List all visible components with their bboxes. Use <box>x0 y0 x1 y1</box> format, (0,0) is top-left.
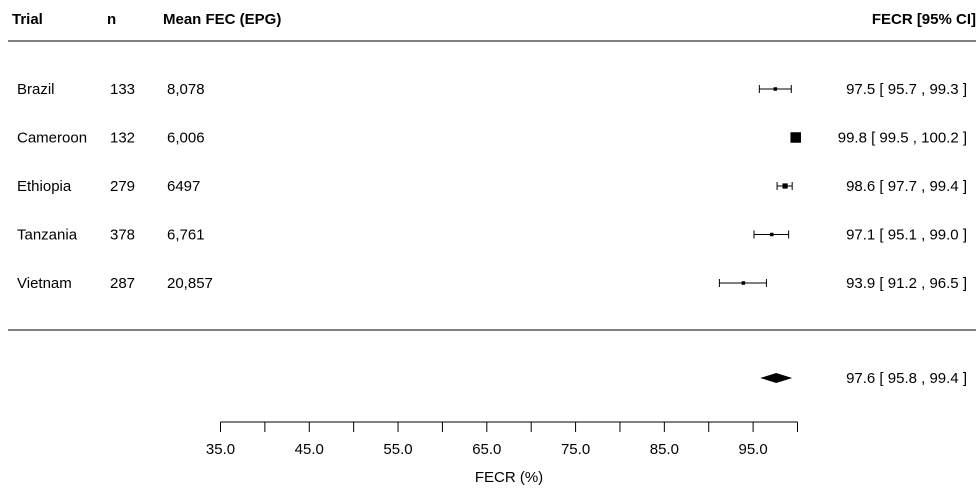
fecr-ci-label: 93.9 [ 91.2 , 96.5 ] <box>846 275 967 292</box>
fecr-ci-label: 99.8 [ 99.5 , 100.2 ] <box>838 130 967 147</box>
summary-label: 97.6 [ 95.8 , 99.4 ] <box>846 370 967 387</box>
x-axis-title: FECR (%) <box>475 469 543 486</box>
point-estimate <box>773 87 778 91</box>
trial-n: 133 <box>110 81 135 98</box>
trial-name: Brazil <box>17 81 55 98</box>
header-n: n <box>107 11 116 28</box>
x-tick-label: 75.0 <box>561 441 590 458</box>
trial-name: Vietnam <box>17 275 72 292</box>
x-tick-label: 85.0 <box>650 441 679 458</box>
header-mean-fec: Mean FEC (EPG) <box>163 11 281 28</box>
point-estimate <box>782 183 788 189</box>
trial-mean-fec: 6,761 <box>167 227 205 244</box>
trial-name: Tanzania <box>17 227 78 244</box>
x-tick-label: 45.0 <box>295 441 324 458</box>
study-row-ethiopia: Ethiopia 279 6497 98.6 [ 97.7 , 99.4 ] <box>17 178 967 195</box>
summary-row: 97.6 [ 95.8 , 99.4 ] <box>760 370 967 387</box>
trial-mean-fec: 8,078 <box>167 81 205 98</box>
study-row-vietnam: Vietnam 287 20,857 93.9 [ 91.2 , 96.5 ] <box>17 275 967 292</box>
fecr-ci-label: 97.5 [ 95.7 , 99.3 ] <box>846 81 967 98</box>
x-tick-label: 55.0 <box>383 441 412 458</box>
trial-name: Ethiopia <box>17 178 72 195</box>
header-row: Trial n Mean FEC (EPG) FECR [95% CI] <box>12 11 976 28</box>
point-estimate <box>790 132 801 143</box>
trial-n: 378 <box>110 227 135 244</box>
study-row-brazil: Brazil 133 8,078 97.5 [ 95.7 , 99.3 ] <box>17 81 967 98</box>
trial-name: Cameroon <box>17 130 87 147</box>
trial-n: 279 <box>110 178 135 195</box>
x-tick-label: 65.0 <box>472 441 501 458</box>
point-estimate <box>741 281 746 285</box>
trial-mean-fec: 20,857 <box>167 275 213 292</box>
trial-n: 132 <box>110 130 135 147</box>
study-row-tanzania: Tanzania 378 6,761 97.1 [ 95.1 , 99.0 ] <box>17 227 967 244</box>
study-row-cameroon: Cameroon 132 6,006 99.8 [ 99.5 , 100.2 ] <box>17 130 967 147</box>
header-trial: Trial <box>12 11 43 28</box>
fecr-ci-label: 98.6 [ 97.7 , 99.4 ] <box>846 178 967 195</box>
point-estimate <box>770 232 774 237</box>
summary-diamond <box>760 373 793 383</box>
study-rows: Brazil 133 8,078 97.5 [ 95.7 , 99.3 ] Camero… <box>17 81 967 292</box>
x-tick-label: 95.0 <box>739 441 768 458</box>
x-tick-label: 35.0 <box>206 441 235 458</box>
trial-n: 287 <box>110 275 135 292</box>
x-axis: FECR (%) 35.0 45.0 55.0 65.0 75.0 85.0 95.0 <box>206 421 798 486</box>
fecr-ci-label: 97.1 [ 95.1 , 99.0 ] <box>846 227 967 244</box>
trial-mean-fec: 6497 <box>167 178 200 195</box>
header-fecr-ci: FECR [95% CI] <box>872 11 976 28</box>
trial-mean-fec: 6,006 <box>167 130 205 147</box>
